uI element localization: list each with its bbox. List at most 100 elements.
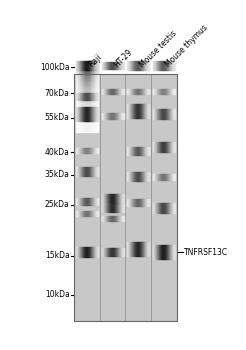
Bar: [120, 89, 121, 94]
Bar: [76, 85, 77, 86]
Bar: [91, 247, 92, 257]
Bar: [89, 72, 90, 74]
Bar: [144, 61, 145, 70]
Bar: [122, 62, 123, 69]
Bar: [94, 116, 95, 118]
Bar: [117, 216, 118, 221]
Bar: [79, 66, 80, 67]
Bar: [80, 64, 81, 65]
Bar: [96, 97, 97, 99]
Bar: [122, 194, 123, 204]
Bar: [93, 111, 94, 112]
Bar: [77, 92, 78, 93]
Bar: [85, 119, 86, 121]
Bar: [89, 93, 90, 100]
Bar: [95, 93, 96, 95]
Bar: [87, 211, 88, 216]
Bar: [91, 85, 92, 86]
Bar: [107, 89, 108, 94]
Bar: [96, 106, 97, 107]
Bar: [78, 102, 79, 104]
Bar: [90, 111, 91, 112]
Bar: [86, 83, 87, 85]
Bar: [76, 95, 77, 97]
Bar: [77, 83, 78, 85]
Bar: [92, 90, 93, 92]
Bar: [122, 216, 123, 221]
Bar: [91, 88, 92, 90]
Bar: [82, 112, 83, 114]
Bar: [108, 204, 109, 212]
Bar: [168, 142, 169, 153]
Bar: [80, 93, 81, 100]
Bar: [79, 126, 80, 128]
Bar: [167, 109, 168, 119]
Bar: [118, 248, 119, 257]
Bar: [85, 64, 86, 65]
Bar: [86, 114, 87, 116]
Bar: [84, 148, 85, 153]
Bar: [118, 204, 119, 212]
Bar: [153, 245, 154, 259]
Bar: [85, 74, 86, 76]
Bar: [111, 204, 112, 212]
Bar: [88, 106, 89, 107]
Bar: [79, 93, 80, 95]
Bar: [89, 78, 90, 79]
Bar: [97, 88, 98, 90]
Bar: [147, 241, 148, 255]
Bar: [137, 104, 138, 118]
Bar: [115, 89, 116, 94]
Bar: [115, 62, 116, 69]
Bar: [83, 72, 84, 74]
Bar: [83, 67, 84, 69]
Bar: [81, 83, 82, 85]
Bar: [85, 97, 86, 99]
Bar: [90, 109, 91, 111]
Bar: [143, 147, 144, 154]
Bar: [92, 74, 93, 76]
Bar: [93, 107, 94, 109]
Bar: [84, 61, 85, 70]
Bar: [86, 74, 87, 76]
Bar: [79, 67, 80, 69]
Bar: [95, 130, 96, 132]
Bar: [83, 69, 84, 71]
Bar: [97, 125, 98, 126]
Bar: [102, 248, 103, 257]
Bar: [169, 203, 170, 213]
Bar: [168, 245, 169, 259]
Bar: [90, 125, 91, 126]
Bar: [97, 106, 98, 107]
Bar: [118, 216, 119, 221]
Bar: [82, 78, 83, 79]
Bar: [77, 93, 78, 100]
Bar: [89, 197, 90, 204]
Bar: [84, 64, 85, 65]
Bar: [80, 109, 81, 111]
Bar: [86, 107, 87, 109]
Bar: [90, 99, 91, 100]
Bar: [76, 107, 77, 109]
Bar: [82, 119, 83, 121]
Bar: [155, 61, 156, 70]
Bar: [83, 99, 84, 100]
Bar: [96, 85, 97, 86]
Bar: [92, 197, 93, 204]
Bar: [108, 216, 109, 221]
Bar: [108, 62, 109, 69]
Bar: [76, 111, 77, 112]
Bar: [112, 194, 113, 204]
Bar: [157, 203, 158, 213]
Bar: [146, 61, 147, 70]
Bar: [97, 64, 98, 65]
Bar: [85, 88, 86, 90]
Bar: [108, 248, 109, 257]
Bar: [90, 69, 91, 71]
Bar: [130, 241, 131, 255]
Bar: [148, 61, 149, 70]
Bar: [138, 147, 139, 154]
Bar: [106, 113, 107, 119]
Bar: [91, 128, 92, 130]
Bar: [132, 241, 133, 255]
